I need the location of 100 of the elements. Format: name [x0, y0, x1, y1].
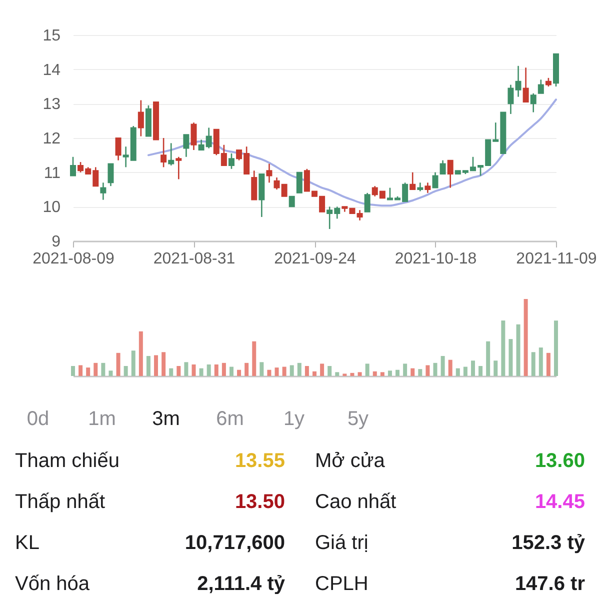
bar	[426, 365, 430, 376]
candlestick	[228, 152, 234, 170]
bar	[524, 299, 528, 376]
bar	[154, 355, 158, 376]
x-tick-label: 2021-08-09	[32, 250, 115, 268]
category-label: KL	[15, 532, 40, 554]
bar	[199, 368, 204, 376]
candlestick	[70, 156, 76, 176]
bar	[184, 362, 188, 376]
text: 152.3 tỷ	[512, 532, 585, 554]
category-label: Vốn hóa	[15, 573, 90, 595]
category-label: 1y	[283, 408, 305, 430]
candlestick	[288, 196, 295, 208]
bar	[116, 352, 120, 376]
bar	[312, 371, 316, 376]
text: 14.45	[534, 491, 585, 513]
candlestick	[424, 182, 431, 194]
bar	[418, 369, 422, 376]
bar	[410, 368, 415, 376]
bar	[252, 341, 256, 376]
category-label: 1m	[88, 408, 116, 430]
candlestick	[538, 78, 544, 94]
candlestick	[447, 160, 454, 188]
bar	[350, 372, 354, 376]
text: 147.6 tr	[514, 573, 585, 595]
bar	[131, 350, 136, 376]
candlestick	[522, 66, 529, 103]
bar	[274, 368, 279, 376]
y-tick-label: 9	[52, 234, 61, 250]
bar	[388, 370, 392, 376]
x-tick-label: 2021-08-31	[153, 250, 236, 268]
bar	[463, 366, 468, 376]
bar	[222, 362, 226, 376]
category-label: Giá trị	[315, 532, 368, 554]
candlestick	[176, 156, 182, 180]
bar	[448, 360, 452, 376]
bar	[176, 366, 181, 376]
text: 13.55	[234, 450, 285, 472]
x-tick-label: 2021-11-09	[516, 250, 597, 268]
bar	[335, 372, 340, 376]
bar	[206, 364, 211, 376]
bar	[108, 370, 113, 376]
bar	[403, 364, 408, 376]
bar	[94, 362, 98, 376]
category-label: 0d	[26, 408, 50, 430]
bar	[486, 341, 490, 376]
bar	[162, 352, 166, 376]
bar	[516, 324, 520, 376]
candlestick	[160, 137, 167, 168]
bar	[290, 365, 294, 376]
bar	[538, 348, 543, 376]
bar	[440, 356, 445, 376]
bar	[494, 360, 498, 376]
bar	[546, 352, 550, 376]
text: 13.60	[534, 450, 585, 472]
bar	[244, 362, 249, 376]
bar	[328, 366, 332, 376]
candlestick	[364, 192, 370, 212]
bar	[78, 365, 83, 376]
y-tick-label: 10	[42, 199, 61, 216]
bar	[456, 368, 460, 376]
y-tick-label: 12	[42, 130, 61, 148]
bar	[229, 366, 234, 376]
bar	[237, 370, 242, 376]
category-label: 3m	[152, 408, 180, 430]
bar	[192, 364, 196, 376]
candlestick	[108, 163, 114, 187]
bar	[478, 366, 483, 376]
y-tick-label: 13	[42, 96, 61, 114]
y-tick-label: 15	[42, 28, 61, 44]
candlestick	[115, 137, 122, 161]
x-tick-label: 2021-09-24	[274, 250, 356, 268]
candlestick	[515, 65, 522, 98]
category-label: Mở cửa	[315, 450, 386, 472]
candlestick	[266, 163, 272, 184]
bar	[433, 362, 438, 376]
candlestick	[100, 182, 106, 200]
candlestick	[508, 84, 514, 115]
candlestick	[168, 142, 174, 166]
bar	[260, 362, 264, 376]
category-label: Thấp nhất	[15, 491, 106, 513]
bar	[372, 371, 377, 376]
bar	[470, 360, 475, 376]
x-tick-label: 2021-10-18	[394, 250, 477, 268]
bar	[297, 362, 302, 376]
line-series	[147, 98, 557, 207]
bar	[320, 364, 324, 376]
y-tick-label: 14	[42, 62, 61, 79]
y-tick-label: 11	[44, 164, 61, 182]
candlestick	[183, 134, 190, 158]
bar	[124, 366, 128, 376]
bar	[169, 368, 174, 376]
candlestick	[432, 172, 438, 188]
candlestick	[410, 172, 416, 190]
bar	[380, 372, 384, 376]
category-label: CPLH	[315, 573, 368, 595]
text: 2,111.4 tỷ	[197, 573, 285, 595]
candlestick	[190, 122, 197, 151]
text: 13.50	[234, 491, 285, 513]
bar	[365, 364, 370, 376]
